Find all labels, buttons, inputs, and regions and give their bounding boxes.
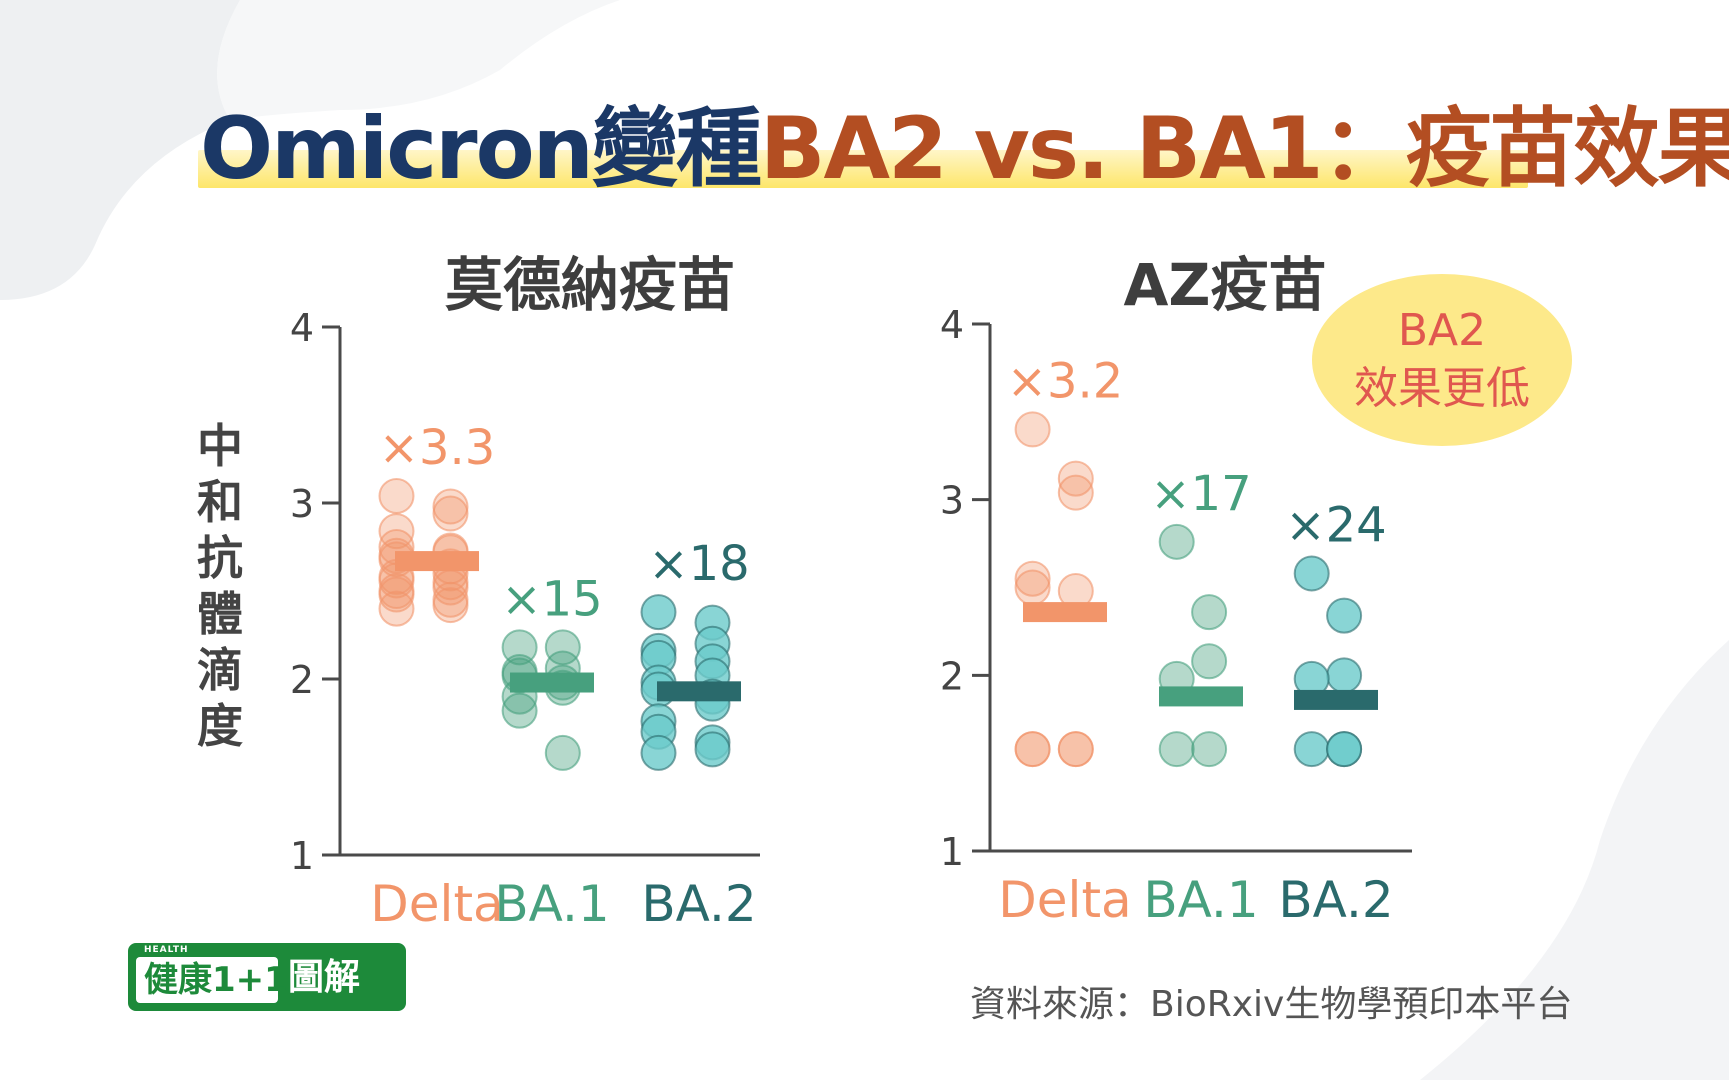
y-tick-label: 2 — [290, 658, 314, 702]
callout-badge: BA2 效果更低 — [1312, 274, 1572, 446]
data-point — [378, 477, 415, 514]
y-tick-label: 1 — [290, 834, 314, 878]
data-point — [1191, 643, 1228, 680]
data-point — [1057, 731, 1094, 768]
data-point — [544, 629, 581, 666]
y-axis-label: 中和抗體滴度 — [197, 419, 243, 753]
title-part-2: BA2 vs. BA1：疫苗效果 — [759, 99, 1729, 199]
data-point — [1326, 657, 1363, 694]
fold-change-label: ×18 — [648, 536, 749, 592]
fold-change-label: ×17 — [1150, 466, 1251, 522]
data-point — [432, 587, 469, 624]
x-category-label: Delta — [370, 875, 503, 933]
x-category-label: Delta — [998, 871, 1131, 929]
data-point — [1293, 731, 1330, 768]
y-tick-label: 3 — [940, 479, 964, 523]
chart-title-moderna: 莫德納疫苗 — [444, 251, 735, 319]
data-point — [501, 629, 538, 666]
brand-logo: HEALTH 健康1+1 圖解 — [128, 943, 406, 1011]
data-point — [640, 734, 677, 771]
x-category-label: BA.1 — [1143, 871, 1258, 929]
median-bar — [1023, 602, 1107, 623]
bg-wave-bottom-right — [1420, 640, 1729, 1080]
fold-change-label: ×3.3 — [379, 420, 496, 476]
source-note: 資料來源：BioRxiv生物學預印本平台 — [970, 984, 1573, 1025]
median-bar — [510, 672, 594, 693]
data-point — [1293, 555, 1330, 592]
data-point — [432, 488, 469, 525]
y-tick-label: 4 — [940, 303, 964, 347]
median-bar — [395, 551, 479, 572]
logo-small-text: HEALTH — [144, 945, 189, 955]
data-point — [1158, 731, 1195, 768]
median-bar — [1294, 689, 1378, 710]
data-point — [1326, 597, 1363, 634]
data-point — [1191, 731, 1228, 768]
title-part-1: Omicron變種 — [200, 99, 762, 199]
data-point — [694, 731, 731, 768]
page-title: Omicron變種BA2 vs. BA1：疫苗效果 — [200, 78, 1729, 203]
bg-wave-top-left — [0, 0, 240, 300]
y-tick-label: 1 — [940, 830, 964, 874]
data-point — [1326, 731, 1363, 768]
x-category-label: BA.1 — [494, 875, 609, 933]
x-category-label: BA.2 — [1278, 871, 1393, 929]
data-point — [640, 594, 677, 631]
data-point — [378, 590, 415, 627]
median-bar — [657, 681, 741, 702]
data-point — [1014, 731, 1051, 768]
logo-brand: 健康1+1 — [136, 957, 288, 1003]
data-point — [1014, 560, 1051, 597]
title-highlight — [198, 150, 1528, 188]
data-point — [378, 576, 415, 613]
fold-change-label: ×3.2 — [1007, 353, 1124, 409]
badge-line-2: 效果更低 — [1354, 363, 1530, 414]
data-point — [544, 734, 581, 771]
bg-wave-top-left-light — [217, 0, 620, 120]
median-bar — [1159, 686, 1243, 707]
badge-line-1: BA2 — [1397, 305, 1487, 356]
fold-change-label: ×15 — [501, 571, 602, 627]
fold-change-label: ×24 — [1285, 497, 1386, 553]
y-tick-label: 3 — [290, 482, 314, 526]
data-point — [1158, 523, 1195, 560]
y-tick-label: 2 — [940, 654, 964, 698]
logo-suffix: 圖解 — [288, 957, 361, 998]
data-point — [1014, 569, 1051, 606]
data-point — [1014, 411, 1051, 448]
data-point — [1057, 474, 1094, 511]
data-point — [1191, 594, 1228, 631]
x-category-label: BA.2 — [641, 875, 756, 933]
chart-title-az: AZ疫苗 — [1123, 251, 1327, 319]
data-point — [1057, 460, 1094, 497]
y-tick-label: 4 — [290, 306, 314, 350]
data-point — [501, 692, 538, 729]
data-point — [378, 513, 415, 550]
